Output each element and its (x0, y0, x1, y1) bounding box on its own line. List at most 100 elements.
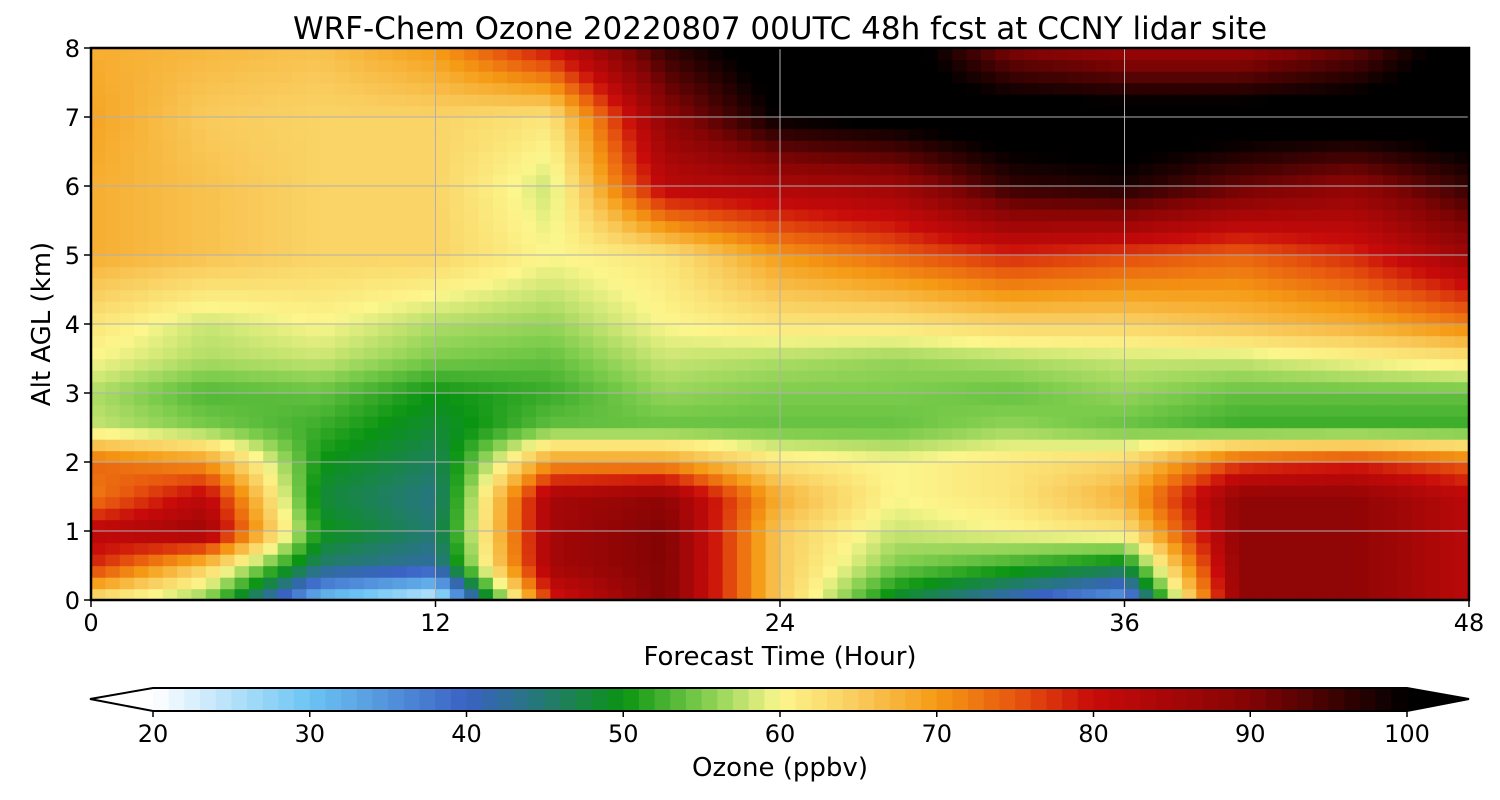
heatmap-cell (1067, 508, 1083, 521)
heatmap-cell (708, 427, 724, 440)
heatmap-cell (1138, 105, 1154, 118)
heatmap-cell (607, 450, 623, 463)
heatmap-cell (91, 542, 107, 555)
heatmap-cell (736, 48, 752, 61)
heatmap-cell (966, 496, 982, 509)
heatmap-cell (1440, 197, 1456, 210)
heatmap-cell (923, 531, 939, 544)
heatmap-cell (1339, 197, 1355, 210)
heatmap-cell (1354, 174, 1370, 187)
heatmap-cell (1153, 588, 1169, 600)
heatmap-cell (650, 289, 666, 302)
heatmap-cell (1181, 82, 1197, 95)
heatmap-cell (1196, 232, 1212, 245)
heatmap-cell (722, 519, 738, 532)
heatmap-cell (952, 140, 968, 153)
heatmap-cell (823, 473, 839, 486)
heatmap-cell (1081, 301, 1097, 314)
heatmap-cell (162, 542, 178, 555)
heatmap-cell (349, 163, 365, 176)
heatmap-cell (521, 439, 537, 452)
heatmap-cell (392, 393, 408, 406)
heatmap-cell (291, 266, 308, 279)
heatmap-cell (521, 577, 537, 590)
heatmap-cell (1009, 554, 1025, 567)
heatmap-cell (277, 519, 293, 532)
heatmap-cell (995, 508, 1011, 521)
heatmap-cell (894, 312, 910, 325)
heatmap-cell (995, 312, 1011, 325)
heatmap-cell (492, 105, 508, 118)
heatmap-cell (550, 255, 566, 268)
heatmap-cell (1081, 450, 1097, 463)
heatmap-cell (722, 163, 738, 176)
heatmap-cell (91, 94, 107, 107)
heatmap-cell (693, 439, 709, 452)
heatmap-cell (550, 301, 566, 314)
heatmap-cell (435, 324, 451, 337)
heatmap-cell (1009, 117, 1025, 130)
heatmap-cell (780, 554, 796, 567)
heatmap-cell (837, 278, 853, 291)
heatmap-cell (1210, 554, 1226, 567)
heatmap-cell (1124, 393, 1140, 406)
heatmap-cell (579, 565, 595, 578)
heatmap-cell (263, 519, 279, 532)
heatmap-cell (823, 577, 839, 590)
heatmap-cell (923, 163, 939, 176)
heatmap-cell (980, 370, 997, 383)
heatmap-cell (521, 485, 537, 498)
heatmap-cell (134, 416, 150, 429)
heatmap-cell (636, 577, 652, 590)
heatmap-cell (1210, 519, 1226, 532)
heatmap-cell (1339, 427, 1355, 440)
heatmap-cell (937, 588, 953, 600)
heatmap-cell (1052, 462, 1068, 475)
colorbar-segment (1375, 688, 1392, 711)
heatmap-cell (535, 358, 552, 371)
colorbar-segment (1171, 688, 1189, 711)
heatmap-cell (363, 232, 379, 245)
heatmap-cell (1153, 358, 1169, 371)
heatmap-cell (1368, 370, 1384, 383)
heatmap-cell (464, 542, 480, 555)
heatmap-cell (535, 105, 552, 118)
heatmap-cell (708, 128, 724, 141)
heatmap-cell (579, 519, 595, 532)
heatmap-cell (980, 335, 997, 348)
heatmap-cell (1440, 381, 1456, 394)
heatmap-cell (205, 48, 221, 61)
heatmap-cell (421, 519, 437, 532)
heatmap-cell (306, 519, 322, 532)
heatmap-cell (780, 186, 796, 199)
heatmap-cell (306, 151, 322, 164)
heatmap-cell (220, 508, 236, 521)
heatmap-cell (1339, 577, 1355, 590)
heatmap-cell (162, 243, 178, 256)
heatmap-cell (406, 358, 422, 371)
heatmap-cell (105, 554, 121, 567)
heatmap-cell (1268, 485, 1284, 498)
heatmap-cell (507, 554, 523, 567)
heatmap-cell (119, 577, 135, 590)
heatmap-cell (478, 197, 494, 210)
heatmap-cell (464, 105, 480, 118)
colorbar-segment (1015, 688, 1032, 711)
heatmap-cell (521, 531, 537, 544)
heatmap-cell (1282, 542, 1298, 555)
heatmap-cell (1081, 209, 1097, 222)
heatmap-cell (1095, 232, 1111, 245)
heatmap-cell (607, 370, 623, 383)
heatmap-cell (1368, 519, 1384, 532)
heatmap-cell (148, 358, 164, 371)
heatmap-cell (1124, 450, 1140, 463)
heatmap-cell (794, 140, 810, 153)
heatmap-cell (665, 94, 681, 107)
heatmap-cell (1224, 220, 1241, 233)
heatmap-cell (1196, 347, 1212, 360)
heatmap-cell (794, 485, 810, 498)
heatmap-cell (349, 140, 365, 153)
heatmap-cell (751, 531, 767, 544)
heatmap-cell (320, 496, 336, 509)
heatmap-cell (1224, 324, 1241, 337)
